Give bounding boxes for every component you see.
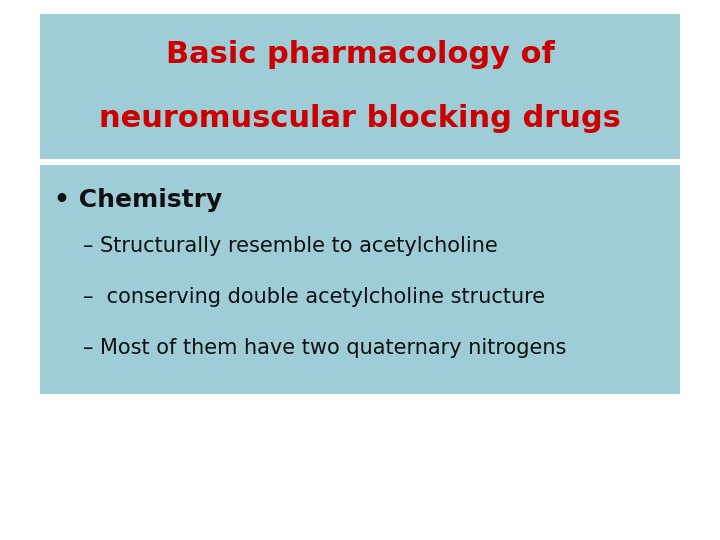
Text: Basic pharmacology of: Basic pharmacology of — [166, 40, 554, 69]
Text: –  conserving double acetylcholine structure: – conserving double acetylcholine struct… — [83, 287, 545, 307]
Text: • Chemistry: • Chemistry — [54, 188, 222, 212]
Text: – Most of them have two quaternary nitrogens: – Most of them have two quaternary nitro… — [83, 338, 566, 359]
Text: – Structurally resemble to acetylcholine: – Structurally resemble to acetylcholine — [83, 235, 498, 256]
Bar — [40, 14, 680, 159]
Text: neuromuscular blocking drugs: neuromuscular blocking drugs — [99, 104, 621, 133]
Bar — [40, 165, 680, 394]
